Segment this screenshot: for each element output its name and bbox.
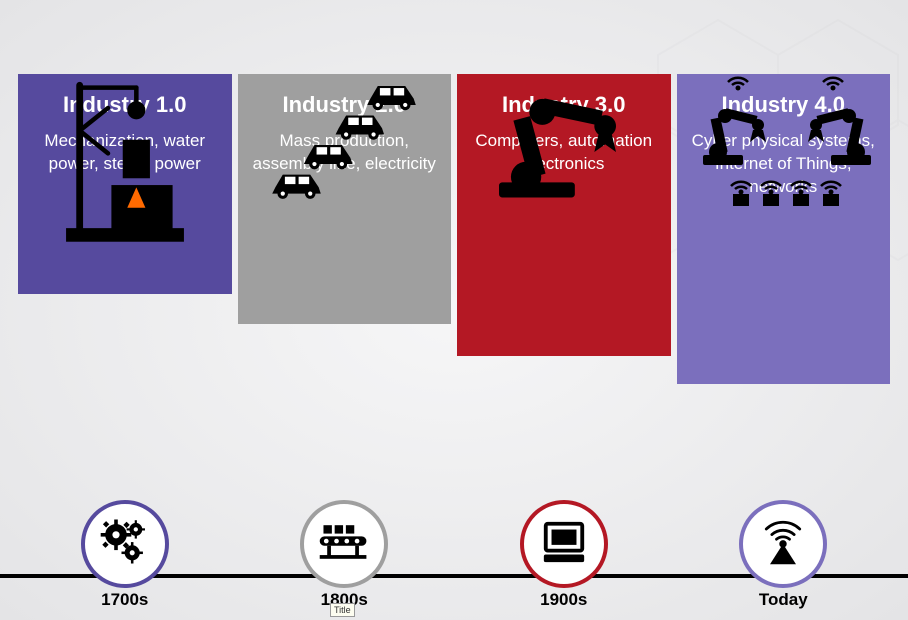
robot-arm-icon bbox=[457, 74, 671, 204]
era-circle-3 bbox=[520, 500, 608, 588]
infographic-stage: Industry 1.0 Mechanization, water power,… bbox=[0, 0, 908, 620]
conveyor-icon bbox=[316, 522, 372, 567]
columns-row: Industry 1.0 Mechanization, water power,… bbox=[0, 74, 908, 544]
computer-icon bbox=[540, 518, 588, 571]
era-column-3: Industry 3.0 Computers, automation elect… bbox=[457, 74, 671, 544]
era-circle-2 bbox=[300, 500, 388, 588]
era-circle-1 bbox=[81, 500, 169, 588]
robot-arms-wifi-icon bbox=[677, 74, 891, 214]
timeline-labels-row: 1700s 1800s 1900s Today bbox=[0, 590, 908, 610]
era-column-1: Industry 1.0 Mechanization, water power,… bbox=[18, 74, 232, 544]
era-label: 1700s bbox=[18, 590, 232, 610]
era-column-2: Industry 2.0 Mass production, assembly l… bbox=[238, 74, 452, 544]
antenna-icon bbox=[757, 516, 809, 573]
cars-icon bbox=[238, 74, 452, 214]
title-tooltip: Title bbox=[330, 603, 355, 617]
era-circle-4 bbox=[739, 500, 827, 588]
gears-icon bbox=[98, 515, 152, 574]
era-column-4: Industry 4.0 Cyber physical systems, Int… bbox=[677, 74, 891, 544]
steam-engine-icon bbox=[18, 74, 232, 244]
era-label: Today bbox=[677, 590, 891, 610]
era-label: 1900s bbox=[457, 590, 671, 610]
